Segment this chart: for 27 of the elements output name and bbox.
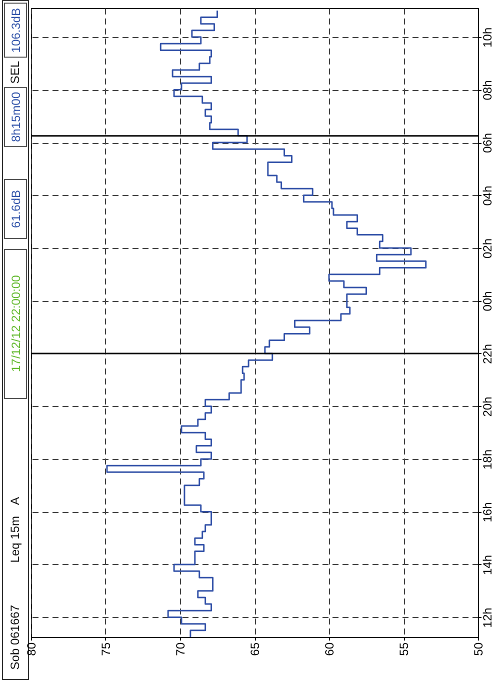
text: Sob 061667 — [8, 605, 22, 670]
x-tick-label: 75 — [99, 642, 113, 656]
y-tick-label: 08h — [480, 80, 492, 100]
x-tick-label: 55 — [397, 642, 411, 656]
text: 8h15m00 — [4, 87, 27, 148]
y-tick-label: 14h — [480, 554, 492, 575]
text: Leq 15m — [8, 516, 22, 563]
y-tick-label: 18h — [480, 449, 492, 470]
text: 106.3dB — [4, 3, 27, 58]
text: 17/12/12 22:00:00 — [4, 249, 27, 399]
text: SEL — [8, 61, 22, 84]
text: A — [8, 497, 22, 506]
y-tick-label: 22h — [480, 344, 492, 364]
text: 61.6dB — [4, 179, 27, 239]
x-tick-label: 65 — [248, 642, 262, 656]
x-tick-label: 70 — [174, 642, 188, 656]
y-tick-label: 16h — [480, 502, 492, 522]
y-tick-label: 06h — [480, 132, 492, 154]
y-tick-label: 20h — [480, 396, 492, 417]
x-tick-label: 60 — [322, 642, 336, 656]
x-tick-label: 80 — [24, 642, 38, 656]
y-tick-label: 10h — [480, 27, 492, 48]
y-tick-label: 12h — [480, 608, 492, 628]
x-tick-label: 50 — [472, 642, 486, 656]
y-tick-label: 00h — [480, 291, 492, 312]
y-tick-label: 04h — [480, 186, 492, 206]
y-tick-label: 02h — [480, 238, 492, 259]
